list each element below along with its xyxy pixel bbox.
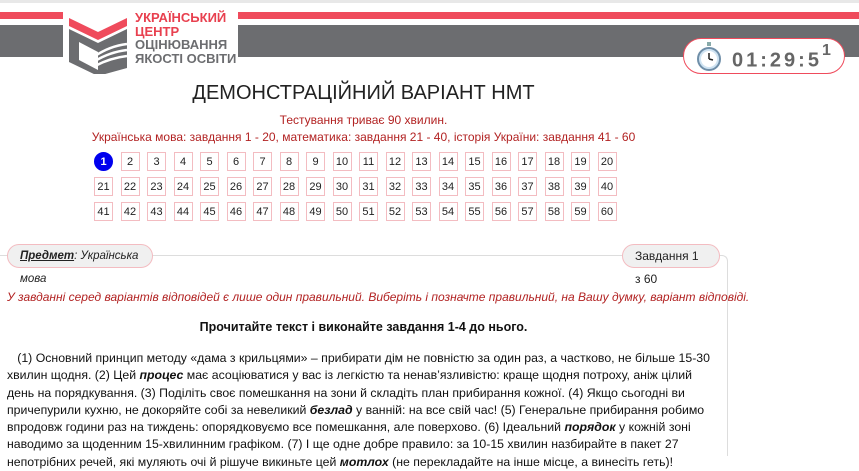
question-button-17[interactable]: 17	[518, 152, 537, 171]
question-button-28[interactable]: 28	[279, 177, 299, 196]
question-button-37[interactable]: 37	[518, 177, 537, 196]
question-button-30[interactable]: 30	[332, 177, 352, 196]
question-button-44[interactable]: 44	[173, 202, 193, 221]
question-button-39[interactable]: 39	[571, 177, 590, 196]
timer-value: 01:29:5	[732, 49, 822, 72]
question-button-54[interactable]: 54	[438, 202, 458, 221]
question-button-55[interactable]: 55	[465, 202, 484, 221]
question-button-43[interactable]: 43	[147, 202, 166, 221]
question-button-15[interactable]: 15	[465, 152, 484, 171]
question-button-59[interactable]: 59	[571, 202, 590, 221]
question-button-21[interactable]: 21	[94, 177, 113, 196]
question-button-60[interactable]: 60	[597, 202, 617, 221]
question-button-2[interactable]: 2	[120, 152, 140, 171]
subject-value: : Українська мова	[20, 250, 139, 285]
task-panel	[0, 255, 728, 456]
sections-text: Українська мова: завдання 1 - 20, матема…	[91, 130, 636, 144]
question-button-41[interactable]: 41	[94, 202, 113, 221]
question-navigator: 1 2 3 4 5 6 7 8 9 10 11 12 13 14 15 16 17 18 19 20 21 22 23 24 2…	[94, 152, 624, 227]
question-button-42[interactable]: 42	[120, 202, 140, 221]
question-button-36[interactable]: 36	[491, 177, 511, 196]
question-button-58[interactable]: 58	[544, 202, 564, 221]
question-button-33[interactable]: 33	[412, 177, 431, 196]
ucequa-logo: УКРАЇНСЬКИЙ ЦЕНТР ОЦІНЮВАННЯ ЯКОСТІ ОСВІ…	[63, 8, 238, 74]
question-button-46[interactable]: 46	[226, 202, 246, 221]
question-button-9[interactable]: 9	[306, 152, 325, 171]
question-button-35[interactable]: 35	[465, 177, 484, 196]
header-red-band	[0, 12, 63, 19]
question-button-5[interactable]: 5	[200, 152, 219, 171]
question-button-45[interactable]: 45	[200, 202, 219, 221]
question-button-25[interactable]: 25	[200, 177, 219, 196]
task-counter: Завдання 1 з 60	[622, 244, 720, 286]
question-button-32[interactable]: 32	[385, 177, 405, 196]
question-button-6[interactable]: 6	[226, 152, 246, 171]
question-button-47[interactable]: 47	[253, 202, 272, 221]
subject-label: Предмет	[20, 250, 75, 262]
question-button-40[interactable]: 40	[597, 177, 617, 196]
reading-text: (1) Основний принцип методу «дама з крил…	[7, 351, 710, 469]
top-strip	[0, 0, 859, 3]
question-button-3[interactable]: 3	[147, 152, 166, 171]
question-button-52[interactable]: 52	[385, 202, 405, 221]
timer-last-digit: 1	[821, 42, 834, 59]
duration-text: Тестування триває 90 хвилин.	[279, 113, 448, 127]
question-button-24[interactable]: 24	[173, 177, 193, 196]
question-button-12[interactable]: 12	[385, 152, 405, 171]
question-button-57[interactable]: 57	[518, 202, 537, 221]
subject-badge: Предмет: Українська мова	[7, 244, 153, 285]
countdown-timer: 01:29:51	[683, 38, 845, 74]
question-button-1[interactable]: 1	[94, 152, 113, 171]
question-button-27[interactable]: 27	[253, 177, 272, 196]
question-button-53[interactable]: 53	[412, 202, 431, 221]
question-row: 1 2 3 4 5 6 7 8 9 10 11 12 13 14 15 16 17 18 19 20	[94, 152, 624, 177]
question-button-14[interactable]: 14	[438, 152, 458, 171]
question-row: 21 22 23 24 25 26 27 28 29 30 31 32 33 34 35 36 37 38 39 40	[94, 177, 624, 202]
question-button-51[interactable]: 51	[359, 202, 378, 221]
question-button-11[interactable]: 11	[359, 152, 378, 171]
question-button-31[interactable]: 31	[359, 177, 378, 196]
question-button-19[interactable]: 19	[571, 152, 590, 171]
question-button-48[interactable]: 48	[279, 202, 299, 221]
book-logo-icon	[69, 18, 128, 74]
question-button-8[interactable]: 8	[279, 152, 299, 171]
question-button-50[interactable]: 50	[332, 202, 352, 221]
question-button-38[interactable]: 38	[544, 177, 564, 196]
question-button-22[interactable]: 22	[120, 177, 140, 196]
question-button-49[interactable]: 49	[306, 202, 325, 221]
header-red-band	[238, 12, 859, 19]
question-button-34[interactable]: 34	[438, 177, 458, 196]
task-heading: Прочитайте текст і виконайте завдання 1-…	[199, 320, 528, 334]
question-row: 41 42 43 44 45 46 47 48 49 50 51 52 53 54 55 56 57 58 59 60	[94, 202, 624, 227]
header-gray-band	[0, 25, 63, 57]
question-button-4[interactable]: 4	[173, 152, 193, 171]
question-button-18[interactable]: 18	[544, 152, 564, 171]
question-button-23[interactable]: 23	[147, 177, 166, 196]
question-button-10[interactable]: 10	[332, 152, 352, 171]
instruction-text: У завданні серед варіантів відповідей є …	[7, 290, 750, 304]
question-button-13[interactable]: 13	[412, 152, 431, 171]
question-button-20[interactable]: 20	[597, 152, 617, 171]
page-title: ДЕМОНСТРАЦІЙНИЙ ВАРІАНТ НМТ	[192, 82, 535, 104]
question-button-26[interactable]: 26	[226, 177, 246, 196]
question-button-16[interactable]: 16	[491, 152, 511, 171]
question-button-29[interactable]: 29	[306, 177, 325, 196]
stopwatch-icon	[697, 42, 721, 71]
question-button-7[interactable]: 7	[253, 152, 272, 171]
question-button-56[interactable]: 56	[491, 202, 511, 221]
